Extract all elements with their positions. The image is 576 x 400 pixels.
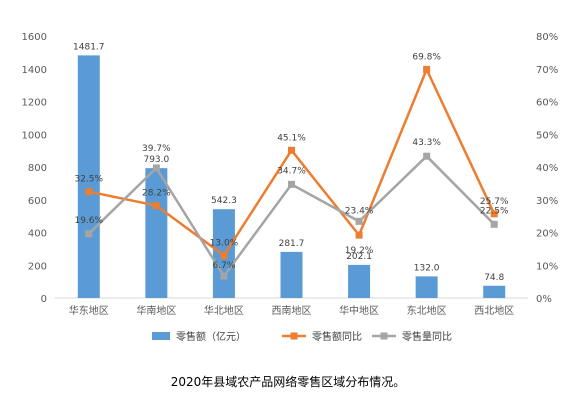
line-marker xyxy=(490,210,498,218)
bar xyxy=(145,168,168,298)
legend-swatch-bar xyxy=(152,332,170,340)
line-marker xyxy=(152,202,160,210)
x-category-label: 西北地区 xyxy=(474,304,514,317)
y-left-tick-label: 1400 xyxy=(22,65,47,76)
y-left-tick-label: 1600 xyxy=(22,32,47,43)
line-data-label: 39.7% xyxy=(142,144,171,154)
line-data-label: 45.1% xyxy=(277,133,306,143)
x-category-label: 华南地区 xyxy=(136,304,176,317)
line-marker xyxy=(423,65,431,73)
line-marker xyxy=(288,146,295,154)
line-data-label: 28.2% xyxy=(142,189,171,199)
x-category-label: 华东地区 xyxy=(69,304,109,317)
line-marker xyxy=(355,231,363,239)
y-left-tick-label: 200 xyxy=(28,261,47,272)
line-marker xyxy=(85,188,93,196)
bar xyxy=(483,285,506,298)
bars-layer xyxy=(77,55,506,298)
bar-data-label: 542.3 xyxy=(211,196,237,206)
axes-layer: 0 200 400 600 800 1000 1200 1400 1600 0% 10% 20% 30%… xyxy=(22,32,559,317)
y-right-tick-label: 20% xyxy=(536,229,558,240)
bar-data-label: 281.7 xyxy=(279,239,305,249)
y-right-tick-label: 60% xyxy=(536,98,558,109)
y-right-tick-label: 10% xyxy=(536,261,558,272)
bar xyxy=(415,276,438,298)
legend-swatch-marker xyxy=(290,332,298,340)
line-data-label: 22.5% xyxy=(480,206,509,216)
line-data-label: 23.4% xyxy=(345,206,374,216)
lines-layer xyxy=(85,65,498,280)
line-data-label: 6.7% xyxy=(212,261,235,271)
line-marker xyxy=(288,180,295,188)
line-marker xyxy=(220,251,228,259)
bar xyxy=(280,251,303,298)
line-marker xyxy=(220,272,228,280)
line-data-label: 13.0% xyxy=(210,238,239,248)
y-left-tick-label: 1000 xyxy=(22,130,47,141)
x-category-label: 华中地区 xyxy=(339,304,379,317)
y-left-tick-label: 1200 xyxy=(22,98,47,109)
bar-data-label: 793.0 xyxy=(143,155,169,165)
legend: 零售额（亿元） 零售额同比 零售量同比 xyxy=(152,330,452,343)
bar xyxy=(348,264,371,298)
x-category-label: 华北地区 xyxy=(204,304,244,317)
y-left-tick-label: 600 xyxy=(28,196,47,207)
legend-label: 零售额同比 xyxy=(312,330,362,343)
y-right-tick-label: 50% xyxy=(536,130,558,141)
line-data-label: 25.7% xyxy=(480,197,509,207)
y-left-tick-label: 400 xyxy=(28,229,47,240)
data-labels-layer: 1481.7 793.0 542.3 281.7 202.1 132.0 74.8 32.5%… xyxy=(73,42,509,282)
line-marker xyxy=(152,164,160,172)
y-left-tick-label: 800 xyxy=(28,163,47,174)
line-data-label: 19.6% xyxy=(74,216,103,226)
line-marker xyxy=(423,152,431,160)
y-right-tick-label: 70% xyxy=(536,65,558,76)
x-category-label: 东北地区 xyxy=(407,304,447,317)
line-data-label: 34.7% xyxy=(277,166,306,176)
bar-data-label: 74.8 xyxy=(484,273,504,283)
line-data-label: 19.2% xyxy=(345,246,374,256)
bar-data-label: 132.0 xyxy=(414,263,440,273)
y-right-tick-label: 40% xyxy=(536,163,558,174)
y-right-tick-label: 30% xyxy=(536,196,558,207)
legend-swatch-marker xyxy=(380,332,388,340)
line-data-label: 69.8% xyxy=(412,52,441,62)
y-left-tick-label: 0 xyxy=(41,294,47,305)
bar-data-label: 1481.7 xyxy=(73,42,105,52)
line-marker xyxy=(355,217,363,225)
legend-label: 零售额（亿元） xyxy=(176,330,246,343)
y-right-tick-label: 80% xyxy=(536,32,558,43)
line-data-label: 32.5% xyxy=(74,175,103,185)
bar-data-label: 202.1 xyxy=(346,252,372,262)
figure-caption: 2020年县域农产品网络零售区域分布情况。 xyxy=(171,374,406,389)
x-category-label: 西南地区 xyxy=(272,304,312,317)
legend-label: 零售量同比 xyxy=(402,330,452,343)
line-marker xyxy=(490,220,498,228)
bar xyxy=(77,55,100,298)
y-right-tick-label: 0% xyxy=(536,294,552,305)
line-data-label: 43.3% xyxy=(412,138,441,148)
line-marker xyxy=(85,230,93,238)
